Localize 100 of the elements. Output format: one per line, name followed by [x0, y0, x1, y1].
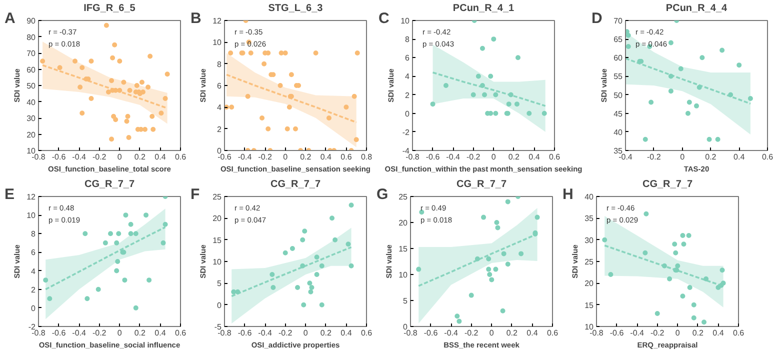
x-tick-label: 0 — [283, 152, 288, 162]
y-tick-label: 60 — [26, 65, 36, 74]
x-tick-label: 0 — [117, 152, 122, 162]
y-tick-label: 50 — [614, 90, 624, 100]
y-tick-label: 5 — [217, 279, 222, 288]
y-tick-label: 10 — [212, 258, 222, 266]
x-tick-label: -0.6 — [238, 328, 252, 338]
y-tick-label: -2 — [28, 322, 36, 332]
x-tick-label: 0 — [489, 328, 494, 338]
y-tick-label: 2 — [31, 285, 36, 294]
x-tick-label: 0 — [680, 152, 686, 162]
x-tick-label: 0.2 — [692, 328, 704, 338]
x-tick-label: 0.6 — [762, 152, 774, 162]
chart-title: CG_R_7_7 — [642, 179, 693, 190]
x-tick-label: 0.2 — [506, 328, 518, 338]
x-tick-label: -0.4 — [238, 152, 252, 162]
y-tick-label: 10 — [26, 146, 36, 156]
y-tick-label: 0 — [31, 304, 36, 313]
x-tick-label: -0.2 — [258, 152, 273, 162]
y-tick-label: 40 — [584, 192, 594, 202]
text: D — [592, 10, 602, 27]
y-tick-label: 45 — [614, 109, 624, 118]
y-tick-label: 35 — [584, 214, 594, 224]
y-tick-label: 10 — [400, 16, 410, 26]
x-tick-label: -0.4 — [618, 152, 633, 162]
y-tick-label: 6 — [217, 82, 222, 90]
y-tick-label: 20 — [26, 130, 36, 140]
y-tick-label: 12 — [26, 192, 36, 202]
y-tick-label: 12 — [212, 16, 222, 26]
x-tick-label: -0.8 — [404, 328, 418, 338]
y-tick-label: -5 — [214, 322, 222, 332]
x-tick-label: 0.4 — [154, 152, 166, 162]
y-tick-label: 80 — [26, 32, 36, 42]
chart-title: PCun_R_4_4 — [666, 3, 728, 14]
x-tick-label: 0.6 — [340, 152, 352, 162]
x-tick-label: 0.4 — [526, 328, 538, 338]
y-tick-label: 25 — [584, 258, 594, 266]
x-tick-label: -0.8 — [218, 328, 232, 338]
x-tick-label: 0.6 — [732, 328, 745, 338]
y-tick-label: 2 — [405, 90, 410, 100]
x-tick-label: 0.6 — [360, 328, 373, 338]
text: B — [190, 10, 202, 27]
x-tick-label: 0.8 — [360, 152, 373, 162]
x-tick-label: 0.2 — [705, 152, 717, 162]
x-tick-label: -0.8 — [406, 152, 420, 162]
x-tick-label: 0.6 — [174, 328, 187, 338]
x-tick-label: -0.2 — [464, 328, 479, 338]
y-tick-label: 20 — [212, 214, 222, 224]
x-tick-label: -0.6 — [218, 152, 232, 162]
x-tick-label: -0.6 — [52, 152, 66, 162]
x-tick-label: 0.6 — [546, 328, 559, 338]
y-tick-label: 65 — [614, 35, 624, 44]
x-tick-label: -0.8 — [590, 328, 604, 338]
x-tick-label: -0.2 — [647, 152, 662, 162]
x-tick-label: 0.4 — [712, 328, 724, 338]
y-tick-label: 0 — [403, 322, 408, 332]
y-tick-label: 4 — [405, 72, 410, 82]
y-tick-label: 2 — [217, 124, 222, 134]
y-tick-label: 8 — [31, 230, 36, 239]
chart-title: PCun_R_4_1 — [452, 3, 515, 14]
x-tick-label: -0.8 — [32, 152, 46, 162]
x-tick-label: -0.4 — [444, 328, 459, 338]
y-tick-label: 70 — [614, 16, 624, 26]
y-tick-label: 15 — [398, 244, 408, 254]
text: G — [376, 186, 388, 203]
y-tick-label: 30 — [26, 114, 36, 123]
y-tick-label: 0 — [217, 146, 222, 156]
x-tick-label: -0.4 — [258, 328, 273, 338]
x-tick-label: -0.6 — [52, 328, 66, 338]
y-tick-label: 20 — [398, 218, 408, 228]
y-tick-label: -2 — [402, 128, 410, 137]
x-tick-label: 0 — [303, 328, 308, 338]
y-tick-label: 10 — [26, 211, 36, 220]
y-tick-label: 55 — [614, 72, 624, 82]
x-tick-label: -0.4 — [630, 328, 645, 338]
x-tick-label: -0.4 — [446, 152, 461, 162]
chart-title: CG_R_7_7 — [270, 179, 321, 190]
x-tick-label: 0.2 — [134, 328, 146, 338]
y-tick-label: 50 — [26, 82, 36, 90]
y-tick-label: 25 — [212, 192, 222, 202]
chart-title: CG_R_7_7 — [456, 179, 507, 190]
text: A — [4, 10, 16, 27]
y-tick-label: 5 — [403, 296, 408, 306]
x-tick-label: -0.6 — [424, 328, 438, 338]
x-tick-label: 0 — [117, 328, 122, 338]
x-tick-label: 0.2 — [508, 152, 520, 162]
y-tick-label: 6 — [31, 248, 36, 258]
x-tick-label: -0.2 — [92, 328, 107, 338]
y-tick-label: 25 — [398, 192, 408, 202]
text: H — [562, 186, 574, 203]
x-tick-label: 0.2 — [320, 328, 332, 338]
chart-title: IFG_R_6_5 — [84, 3, 136, 14]
x-tick-label: 0.4 — [154, 328, 166, 338]
x-tick-label: -0.6 — [426, 152, 440, 162]
x-tick-label: -0.2 — [650, 328, 665, 338]
x-tick-label: 0.6 — [548, 152, 561, 162]
y-tick-label: 90 — [26, 16, 36, 26]
x-tick-label: 0.2 — [134, 152, 146, 162]
y-tick-label: 10 — [212, 38, 222, 48]
x-tick-label: 0 — [675, 328, 680, 338]
